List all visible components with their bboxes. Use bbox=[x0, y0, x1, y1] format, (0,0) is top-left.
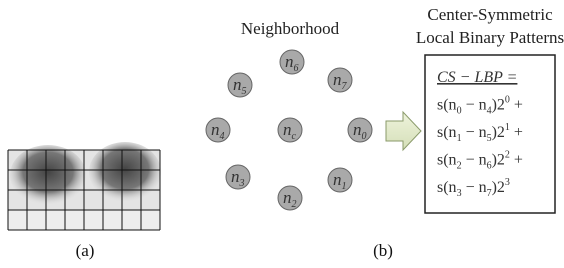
formula-text: )2 bbox=[492, 152, 505, 169]
caption: (b) bbox=[373, 241, 393, 260]
formula-line: CS − LBP = bbox=[437, 69, 517, 86]
node-base: n bbox=[283, 120, 292, 139]
node-sub: c bbox=[292, 131, 297, 142]
formula-text: )2 bbox=[492, 179, 505, 196]
formula-text: s(n bbox=[437, 179, 457, 196]
pattern-title: Center-Symmetric bbox=[427, 5, 553, 24]
node-sub: 4 bbox=[220, 131, 225, 142]
formula-text: − n bbox=[462, 179, 487, 196]
node-sub: 3 bbox=[239, 178, 245, 189]
formula-text: s(n bbox=[437, 124, 457, 141]
node-sub: 5 bbox=[242, 86, 247, 97]
node-base: n bbox=[231, 167, 240, 186]
formula-line: s(n0 − n4)20 + bbox=[437, 95, 523, 117]
node-sub: 0 bbox=[362, 131, 367, 142]
formula-text: s(n bbox=[437, 97, 457, 114]
node-base: n bbox=[285, 52, 294, 71]
node-base: n bbox=[353, 120, 362, 139]
formula-line: s(n3 − n7)23 bbox=[437, 177, 510, 199]
formula-text: + bbox=[510, 97, 523, 114]
node-base: n bbox=[283, 188, 292, 207]
node-sub: 2 bbox=[292, 199, 297, 210]
formula-text: + bbox=[510, 152, 523, 169]
formula-text: − n bbox=[462, 152, 487, 169]
arrow bbox=[386, 112, 421, 150]
node-sub: 6 bbox=[294, 63, 299, 74]
formula-text: − n bbox=[462, 97, 487, 114]
formula-text: CS − LBP = bbox=[437, 69, 517, 86]
formula-text: − n bbox=[462, 124, 487, 141]
node-base: n bbox=[233, 75, 242, 94]
node-base: n bbox=[333, 170, 342, 189]
figure: Neighborhood Center-Symmetric Local Bina… bbox=[0, 0, 564, 268]
input-image bbox=[8, 142, 161, 230]
node-base: n bbox=[211, 120, 220, 139]
formula-text: + bbox=[510, 124, 523, 141]
formula-sup: 3 bbox=[505, 177, 510, 188]
node-sub: 1 bbox=[342, 181, 347, 192]
neighborhood-title: Neighborhood bbox=[241, 19, 340, 38]
formula-text: )2 bbox=[492, 97, 505, 114]
caption: (a) bbox=[76, 241, 95, 260]
formula-text: )2 bbox=[492, 124, 505, 141]
formula-text: s(n bbox=[437, 152, 457, 169]
formula-line: s(n2 − n6)22 + bbox=[437, 150, 523, 172]
node-base: n bbox=[333, 70, 342, 89]
formula-line: s(n1 − n5)21 + bbox=[437, 122, 523, 144]
pattern-title: Local Binary Patterns bbox=[416, 28, 564, 47]
